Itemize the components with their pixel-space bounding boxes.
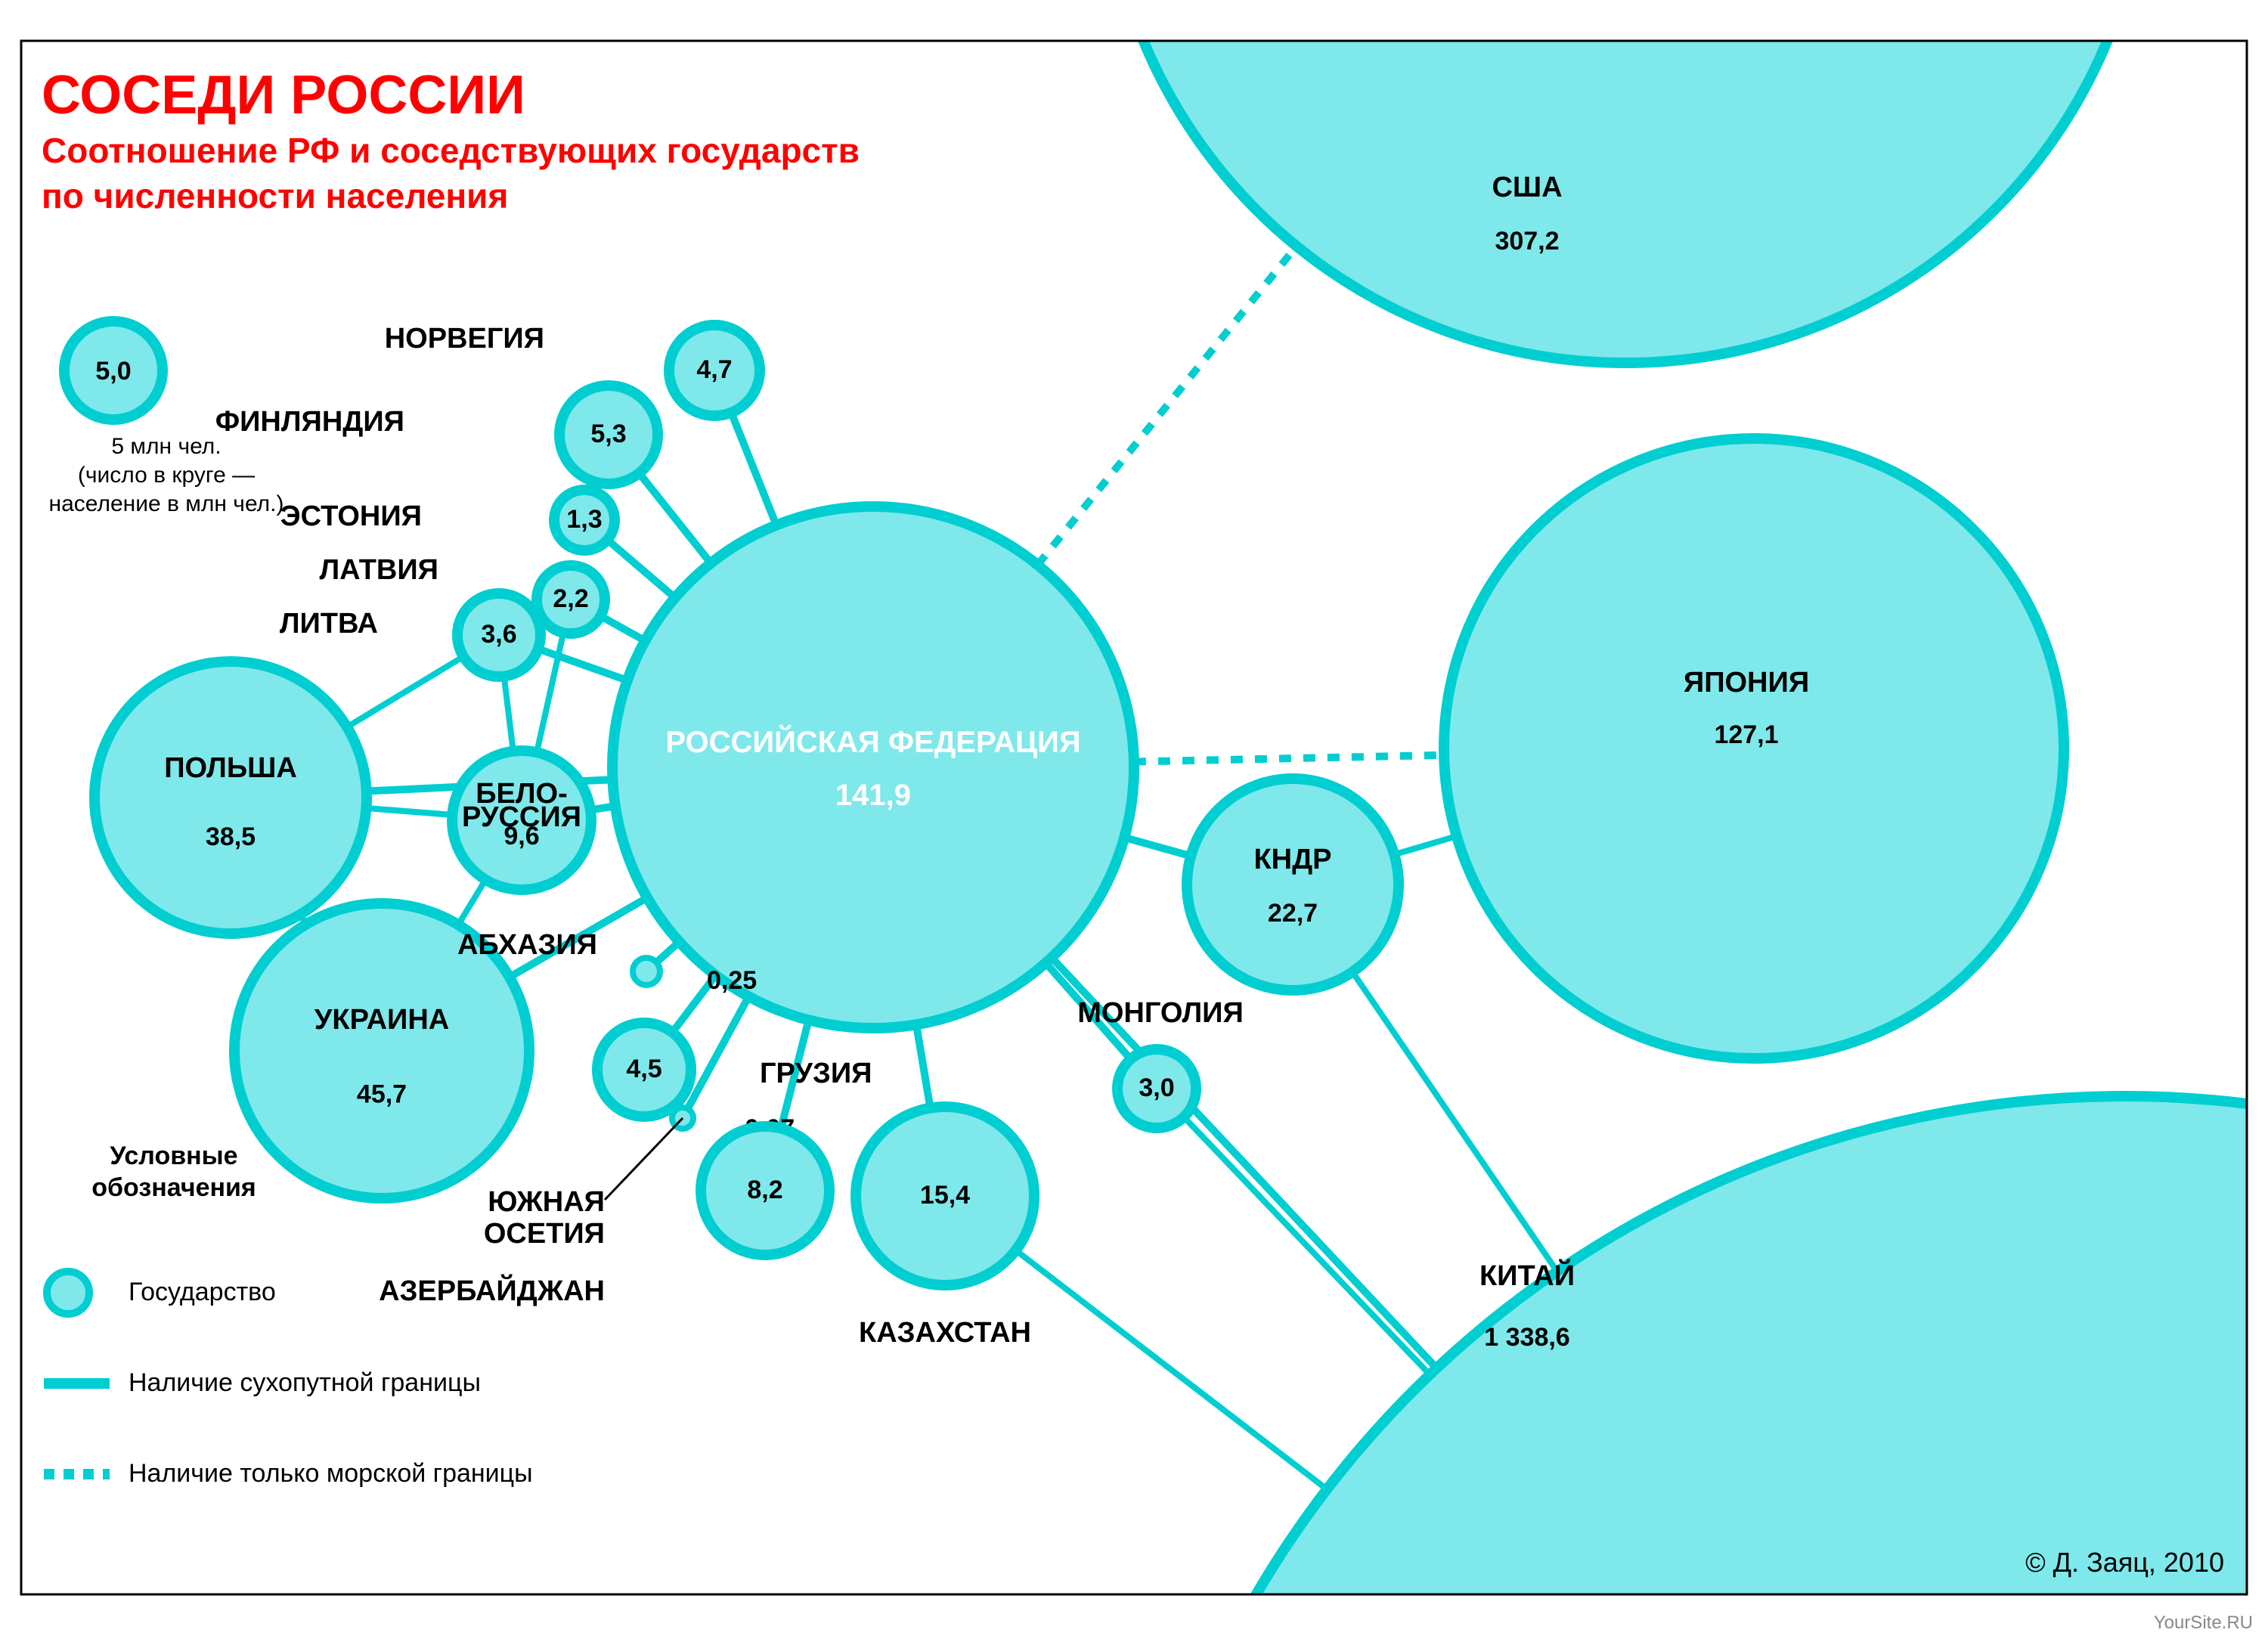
label-abkhazia: АБХАЗИЯ bbox=[457, 929, 597, 961]
label-latvia: ЛАТВИЯ bbox=[320, 554, 439, 586]
svg-text:5,0: 5,0 bbox=[95, 357, 131, 386]
value-nkorea: 22,7 bbox=[1268, 899, 1318, 928]
value-kazakhstan: 15,4 bbox=[920, 1181, 970, 1210]
legend-label-0: Государство bbox=[129, 1278, 276, 1306]
label-georgia: ГРУЗИЯ bbox=[760, 1058, 872, 1089]
value-estonia: 1,3 bbox=[566, 505, 602, 534]
label-sossetia: ОСЕТИЯ bbox=[484, 1218, 605, 1250]
label-finland: ФИНЛЯНДИЯ bbox=[215, 406, 404, 438]
bubble-diagram: США 307,2 ЯПОНИЯ 127,1 КИТАЙ 1 338,6 РОССИЙСКА… bbox=[0, 0, 2268, 1642]
legend-label-2: Наличие только морской границы bbox=[129, 1459, 533, 1488]
value-lithuania: 3,6 bbox=[481, 620, 516, 649]
title: СОСЕДИ РОССИИ bbox=[42, 65, 525, 125]
label-china: КИТАЙ bbox=[1479, 1258, 1575, 1292]
svg-text:5 млн чел.: 5 млн чел. bbox=[111, 434, 221, 459]
label-nkorea: КНДР bbox=[1253, 844, 1331, 875]
value-georgia: 4,5 bbox=[626, 1055, 662, 1083]
bubble-poland bbox=[94, 661, 367, 934]
value-china: 1 338,6 bbox=[1484, 1323, 1569, 1352]
value-latvia: 2,2 bbox=[553, 584, 588, 613]
label-ukraine: УКРАИНА bbox=[314, 1004, 449, 1036]
subtitle-1: Соотношение РФ и соседствующих государст… bbox=[42, 131, 860, 170]
value-usa: 307,2 bbox=[1495, 227, 1559, 256]
label-poland: ПОЛЬША bbox=[164, 752, 297, 784]
label-azerbaijan: АЗЕРБАЙДЖАН bbox=[379, 1273, 605, 1307]
watermark: YourSite.RU bbox=[2154, 1613, 2253, 1633]
value-ukraine: 45,7 bbox=[357, 1080, 407, 1108]
legend-circle-icon bbox=[47, 1272, 89, 1314]
svg-text:(число в круге —: (число в круге — bbox=[78, 463, 255, 488]
label-norway: НОРВЕГИЯ bbox=[385, 323, 544, 355]
label-kazakhstan: КАЗАХСТАН bbox=[859, 1317, 1031, 1349]
label-usa: США bbox=[1492, 172, 1562, 203]
svg-text:обозначения: обозначения bbox=[91, 1173, 256, 1202]
label-belarus: РУССИЯ bbox=[462, 801, 581, 833]
bubble-nkorea bbox=[1187, 779, 1399, 990]
svg-text:население в млн чел.): население в млн чел.) bbox=[49, 491, 284, 516]
label-mongolia: МОНГОЛИЯ bbox=[1077, 997, 1244, 1029]
bubble-russia bbox=[612, 507, 1134, 1028]
svg-text:ЮЖНАЯ: ЮЖНАЯ bbox=[488, 1186, 605, 1218]
value-finland: 5,3 bbox=[590, 420, 626, 448]
value-norway: 4,7 bbox=[696, 355, 732, 384]
value-poland: 38,5 bbox=[206, 823, 256, 851]
value-russia: 141,9 bbox=[835, 779, 911, 812]
label-lithuania: ЛИТВА bbox=[280, 608, 378, 640]
label-japan: ЯПОНИЯ bbox=[1684, 667, 1809, 699]
bubble-abkhazia bbox=[633, 958, 660, 985]
value-mongolia: 3,0 bbox=[1139, 1073, 1174, 1102]
label-russia: РОССИЙСКАЯ ФЕДЕРАЦИЯ bbox=[665, 724, 1080, 759]
value-abkhazia: 0,25 bbox=[707, 966, 757, 995]
legend-label-1: Наличие сухопутной границы bbox=[129, 1368, 481, 1397]
value-azerbaijan: 8,2 bbox=[747, 1176, 782, 1204]
legend-heading: Условные bbox=[110, 1142, 237, 1170]
label-estonia: ЭСТОНИЯ bbox=[280, 500, 422, 532]
value-japan: 127,1 bbox=[1714, 720, 1778, 749]
credit: © Д. Заяц, 2010 bbox=[2025, 1547, 2224, 1578]
subtitle-2: по численности населения bbox=[42, 176, 508, 215]
